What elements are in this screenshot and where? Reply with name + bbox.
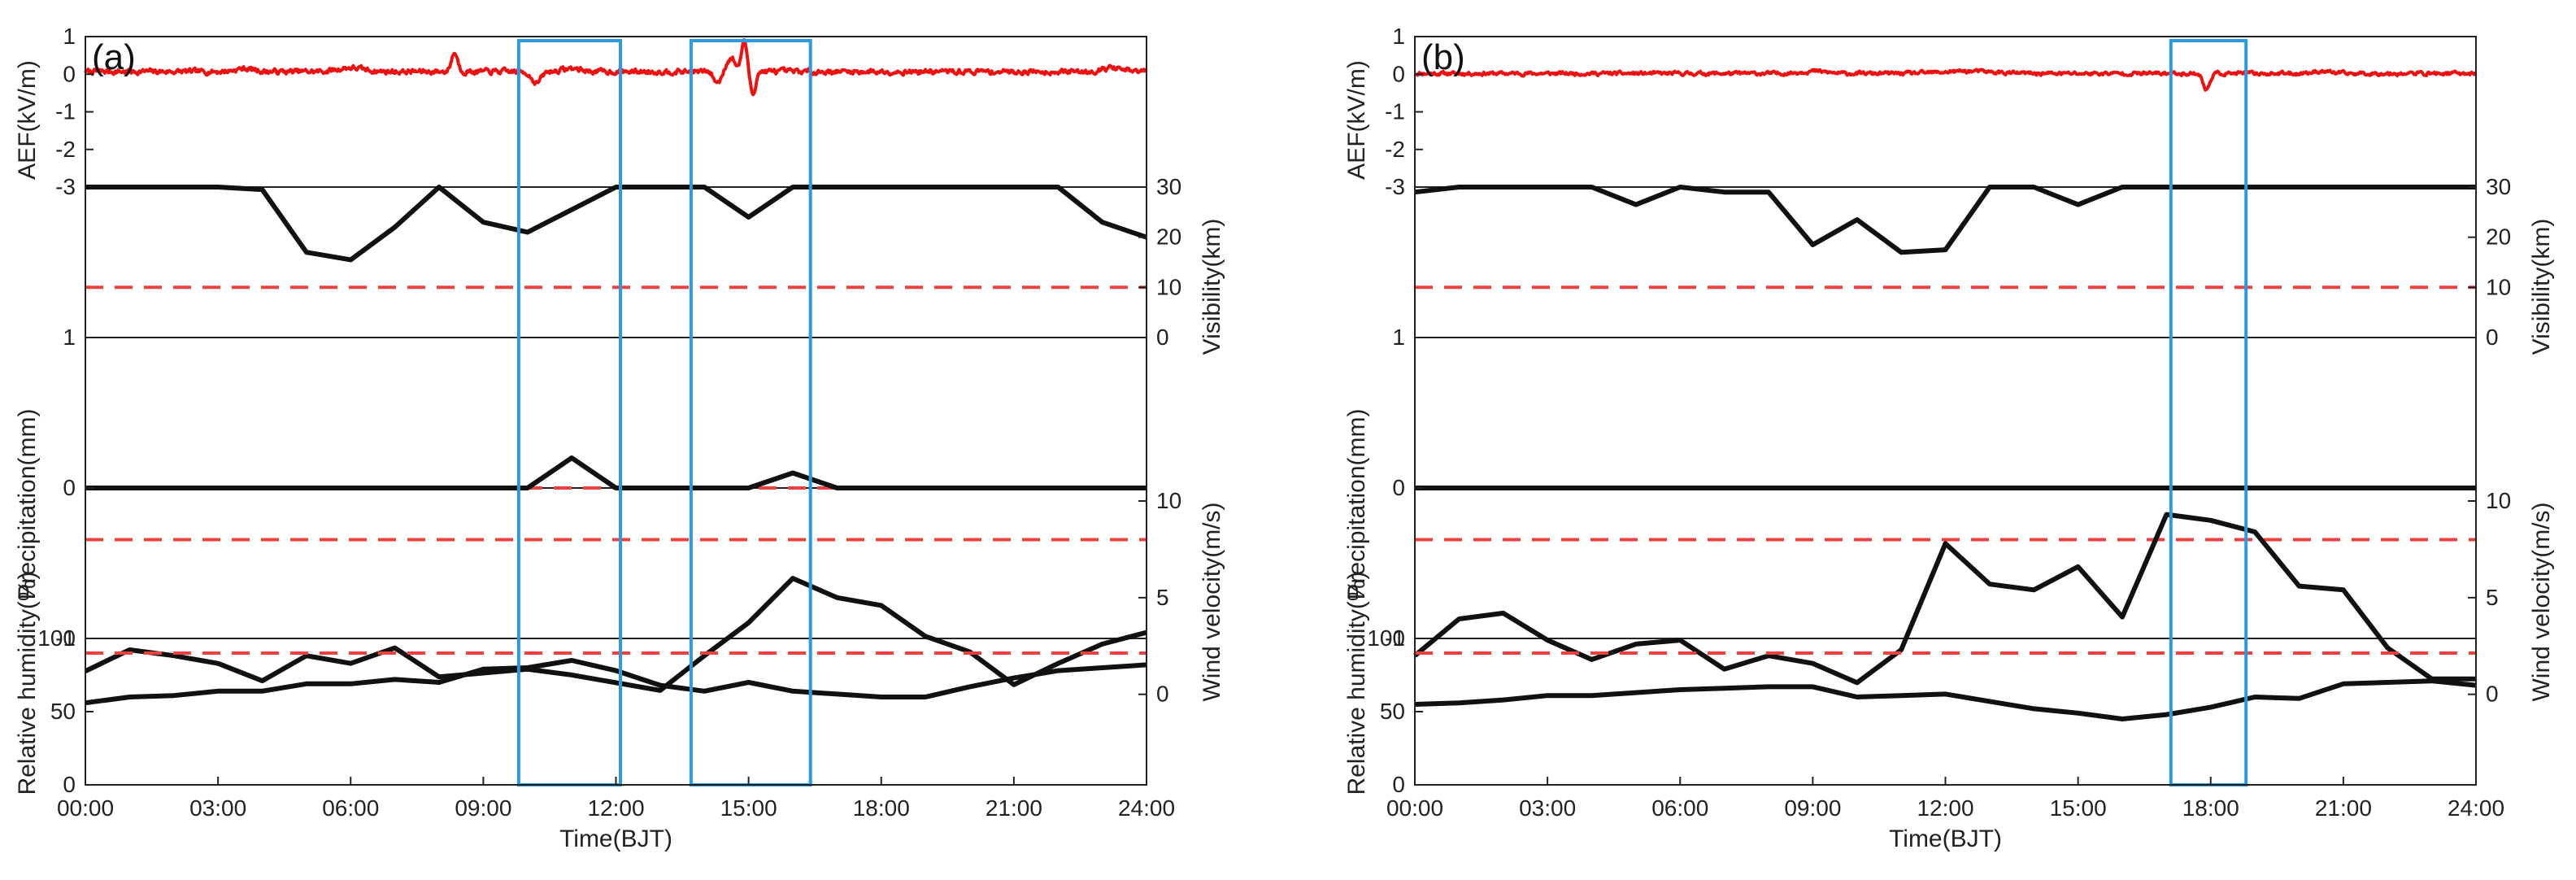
wind-line [84, 576, 1147, 693]
precipitation-tick-label: -1 [55, 625, 76, 651]
x-tick-label: 00:00 [57, 795, 114, 821]
aef-tick-label: 0 [1392, 61, 1405, 86]
precipitation-axis-label: Precipitation(mm) [1343, 408, 1370, 599]
plot-frame [1414, 36, 2477, 786]
visibility-tick-label: 10 [1156, 274, 1181, 299]
x-axis-label: Time(BJT) [559, 826, 672, 852]
precipitation-axis-label: Precipitation(mm) [14, 408, 41, 599]
visibility-tick-label: 20 [2486, 224, 2511, 250]
humidity-tick-label: 50 [1380, 699, 1405, 724]
x-tick-label: 06:00 [322, 795, 379, 821]
precipitation-tick-label: 1 [63, 325, 76, 350]
aef-trace [1414, 68, 2477, 92]
visibility-tick-label: 20 [1156, 224, 1181, 250]
humidity-axis-label: Relative humidity(%) [14, 571, 41, 795]
highlight-window [689, 39, 812, 786]
aef-tick-label: 1 [63, 24, 76, 49]
aef-tick-label: -2 [1385, 137, 1405, 162]
wind-tick-label: 10 [2486, 488, 2511, 513]
humidity-tick-label: 100 [1367, 625, 1405, 651]
precipitation-tick-label: 0 [1392, 475, 1405, 500]
x-tick-label: 21:00 [2315, 795, 2372, 821]
x-tick-label: 21:00 [986, 795, 1042, 821]
x-axis-label: Time(BJT) [1889, 826, 2002, 852]
panel-tag: (a) [92, 37, 136, 77]
humidity-line [1414, 678, 2477, 721]
visibility-tick-label: 0 [2486, 325, 2499, 350]
wind-tick-label: 10 [1156, 488, 1181, 513]
x-tick-label: 18:00 [2182, 795, 2239, 821]
x-tick-label: 12:00 [1917, 795, 1973, 821]
aef-tick-label: 1 [1392, 24, 1405, 49]
visibility-axis-label: Visibility(km) [2528, 219, 2555, 355]
humidity-tick-label: 50 [50, 699, 76, 724]
wind-tick-label: 0 [1156, 682, 1169, 707]
panel-tag: (b) [1421, 37, 1465, 77]
wind-axis-label: Wind velocity(m/s) [1199, 502, 1225, 701]
aef-axis-label: AEF(kV/m) [14, 60, 41, 180]
visibility-tick-label: 10 [2486, 274, 2511, 299]
x-tick-label: 24:00 [2448, 795, 2504, 821]
aef-trace [84, 38, 1148, 97]
aef-axis-label: AEF(kV/m) [1343, 60, 1370, 180]
x-tick-label: 12:00 [587, 795, 644, 821]
x-tick-label: 03:00 [189, 795, 246, 821]
wind-axis-label: Wind velocity(m/s) [2528, 502, 2555, 701]
aef-tick-label: -2 [55, 137, 76, 162]
x-tick-label: 18:00 [853, 795, 910, 821]
wind-tick-label: 5 [1156, 585, 1169, 610]
x-tick-label: 24:00 [1118, 795, 1175, 821]
aef-tick-label: -3 [55, 174, 76, 199]
precipitation-line [85, 455, 1147, 490]
humidity-tick-label: 0 [1392, 772, 1405, 797]
visibility-tick-label: 30 [2486, 174, 2511, 199]
precipitation-tick-label: 0 [63, 475, 76, 500]
x-tick-label: 06:00 [1651, 795, 1708, 821]
x-tick-label: 09:00 [455, 795, 511, 821]
wind-tick-label: 0 [2486, 682, 2499, 707]
x-tick-label: 00:00 [1386, 795, 1443, 821]
visibility-axis-label: Visibility(km) [1199, 219, 1225, 355]
highlight-window [2169, 39, 2248, 786]
visibility-line [85, 185, 1147, 263]
humidity-tick-label: 100 [37, 625, 76, 651]
visibility-tick-label: 0 [1156, 325, 1169, 350]
visibility-line [1414, 185, 2476, 255]
humidity-axis-label: Relative humidity(%) [1343, 571, 1370, 795]
aef-tick-label: -3 [1385, 174, 1405, 199]
humidity-tick-label: 0 [63, 772, 76, 797]
aef-tick-label: -1 [1385, 99, 1405, 124]
visibility-tick-label: 30 [1156, 174, 1181, 199]
aef-tick-label: 0 [63, 61, 76, 86]
x-tick-label: 03:00 [1519, 795, 1576, 821]
x-tick-label: 09:00 [1784, 795, 1841, 821]
x-tick-label: 15:00 [720, 795, 777, 821]
x-tick-label: 15:00 [2050, 795, 2107, 821]
wind-tick-label: 5 [2486, 585, 2499, 610]
precipitation-tick-label: 1 [1392, 325, 1405, 350]
aef-tick-label: -1 [55, 99, 76, 124]
precipitation-tick-label: -1 [1385, 625, 1405, 651]
